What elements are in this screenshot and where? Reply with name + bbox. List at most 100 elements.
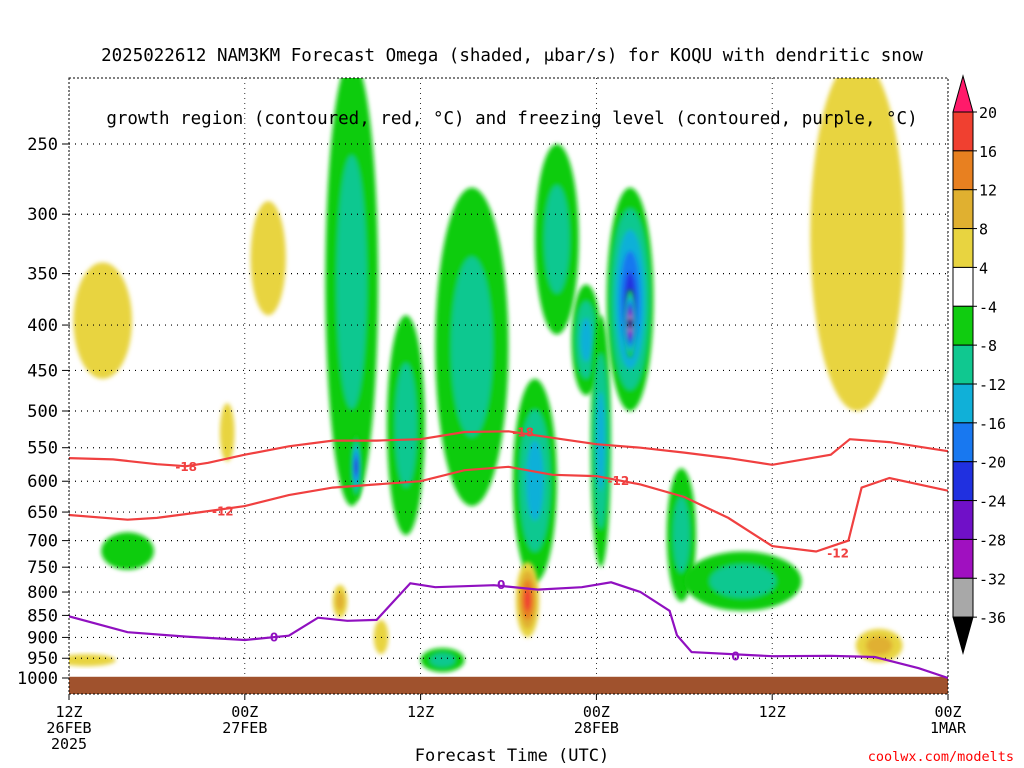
colorbar-label-1: 16 <box>979 143 997 161</box>
omega-cell-11-level-1 <box>451 256 493 437</box>
omega-cell-8-level-1 <box>336 155 367 409</box>
omega-cell-7 <box>101 532 154 570</box>
colorbar-swatch-2 <box>952 150 974 191</box>
colorbar-label-2: 12 <box>979 182 997 200</box>
ytick-label-300: 300 <box>27 205 58 225</box>
omega-cell-13 <box>534 144 579 335</box>
ytick-label-1000: 1000 <box>17 669 58 689</box>
colorbar-label-11: -28 <box>979 531 1006 549</box>
omega-cell-10 <box>386 315 425 536</box>
omega-cell-10-level-1 <box>395 363 417 488</box>
chart-title-line-1: 2025022612 NAM3KM Forecast Omega (shaded… <box>101 46 923 66</box>
ytick-label-500: 500 <box>27 402 58 422</box>
pressure-gridlines <box>69 78 948 694</box>
colorbar-swatch-13 <box>952 577 974 618</box>
omega-cell-11 <box>435 187 509 507</box>
colorbar-swatch-6 <box>952 305 974 346</box>
colorbar-label-13: -36 <box>979 609 1006 627</box>
contour-label-1-2: -12 <box>827 547 849 561</box>
x-axis-label: Forecast Time (UTC) <box>414 746 610 766</box>
ytick-label-750: 750 <box>27 558 58 578</box>
omega-cell-3 <box>810 78 905 411</box>
omega-cell-19-level-1 <box>709 564 777 598</box>
credit-text: coolwx.com/modelts <box>867 749 1014 765</box>
colorbar-label-3: 8 <box>979 221 988 239</box>
xtick-label-12-0: 00Z <box>231 703 258 721</box>
contour-label-2-2: 0 <box>731 649 739 663</box>
xtick-label-60-0: 00Z <box>934 703 961 721</box>
colorbar-label-0: 20 <box>979 104 997 122</box>
colorbar-swatch-3 <box>952 189 974 230</box>
omega-cell-12 <box>512 378 557 583</box>
temperature-contours: -18 -18 -12 -12 -12 0 0 0 <box>69 425 948 680</box>
ground-band <box>69 676 948 694</box>
colorbar-swatch-7 <box>952 344 974 385</box>
omega-cell-0-level-0 <box>73 262 132 379</box>
omega-cell-3-level-0 <box>810 78 905 411</box>
ytick-label-350: 350 <box>27 265 58 285</box>
xtick-label-0-0: 12Z <box>55 703 82 721</box>
colorbar-label-6: -8 <box>979 337 997 355</box>
colorbar-swatch-8 <box>952 383 974 424</box>
omega-cell-18 <box>666 468 697 602</box>
chart-title: 2025022612 NAM3KM Forecast Omega (shaded… <box>0 4 1024 151</box>
ytick-label-400: 400 <box>27 316 58 336</box>
y-axis-ticks: 2503003504004505005506006507007508008509… <box>17 135 69 689</box>
xtick-label-60-1: 1MAR <box>930 719 967 737</box>
omega-cell-9-level-4 <box>354 458 359 475</box>
colorbar-swatch-10 <box>952 461 974 502</box>
colorbar-swatch-9 <box>952 422 974 463</box>
omega-cell-20 <box>515 562 540 638</box>
ytick-label-900: 900 <box>27 628 58 648</box>
colorbar-swatch-5 <box>952 266 974 307</box>
omega-cell-4-level-1 <box>865 636 893 655</box>
colorbar: 20 16 12 8 4 -4 -8 -12 -16 -20 -24 -28 -32 -36 <box>952 74 1006 656</box>
omega-cell-1-level-0 <box>219 403 235 462</box>
omega-cell-12-level-2 <box>526 440 544 521</box>
omega-cell-5 <box>69 654 116 667</box>
chart-title-line-2: growth region (contoured, red, °C) and f… <box>106 109 918 129</box>
omega-cell-2 <box>250 201 286 316</box>
contour-line-2 <box>69 581 948 680</box>
colorbar-label-4: 4 <box>979 259 988 277</box>
omega-cell-2-level-0 <box>250 201 286 316</box>
ytick-label-800: 800 <box>27 583 58 603</box>
omega-cell-7-level-0 <box>101 532 154 570</box>
omega-cell-1 <box>219 403 235 462</box>
ytick-label-850: 850 <box>27 606 58 626</box>
colorbar-swatch-12 <box>952 538 974 579</box>
omega-cell-0 <box>73 262 132 379</box>
colorbar-bottom-arrow <box>952 616 974 656</box>
omega-cell-20-level-3 <box>524 588 532 612</box>
colorbar-swatch-4 <box>952 228 974 268</box>
ytick-label-650: 650 <box>27 503 58 523</box>
contour-label-0-0: -18 <box>175 460 197 474</box>
omega-cell-8 <box>325 78 379 507</box>
ytick-label-550: 550 <box>27 439 58 459</box>
ytick-label-250: 250 <box>27 135 58 155</box>
ytick-label-700: 700 <box>27 532 58 552</box>
omega-cell-6 <box>420 647 465 673</box>
ytick-label-950: 950 <box>27 649 58 669</box>
omega-cell-17 <box>624 289 636 358</box>
contour-label-2-0: 0 <box>270 631 278 645</box>
omega-cell-21 <box>332 584 348 618</box>
omega-cell-9 <box>350 433 363 501</box>
omega-cell-13-level-1 <box>544 185 570 294</box>
ytick-label-600: 600 <box>27 472 58 492</box>
xtick-label-24-0: 12Z <box>407 703 434 721</box>
colorbar-label-5: -4 <box>979 298 997 316</box>
contour-label-2-1: 0 <box>497 578 505 592</box>
omega-cell-19 <box>684 551 802 611</box>
colorbar-label-10: -24 <box>979 493 1006 511</box>
omega-cell-15 <box>590 315 612 568</box>
omega-cell-21-level-1 <box>335 591 345 611</box>
contour-label-1-1: -12 <box>608 474 630 488</box>
omega-shading <box>69 78 905 673</box>
omega-cell-5-level-0 <box>69 654 116 667</box>
omega-cell-6-level-1 <box>430 653 455 667</box>
xtick-label-0-2: 2025 <box>51 735 87 753</box>
xtick-label-36-1: 28FEB <box>574 719 619 737</box>
